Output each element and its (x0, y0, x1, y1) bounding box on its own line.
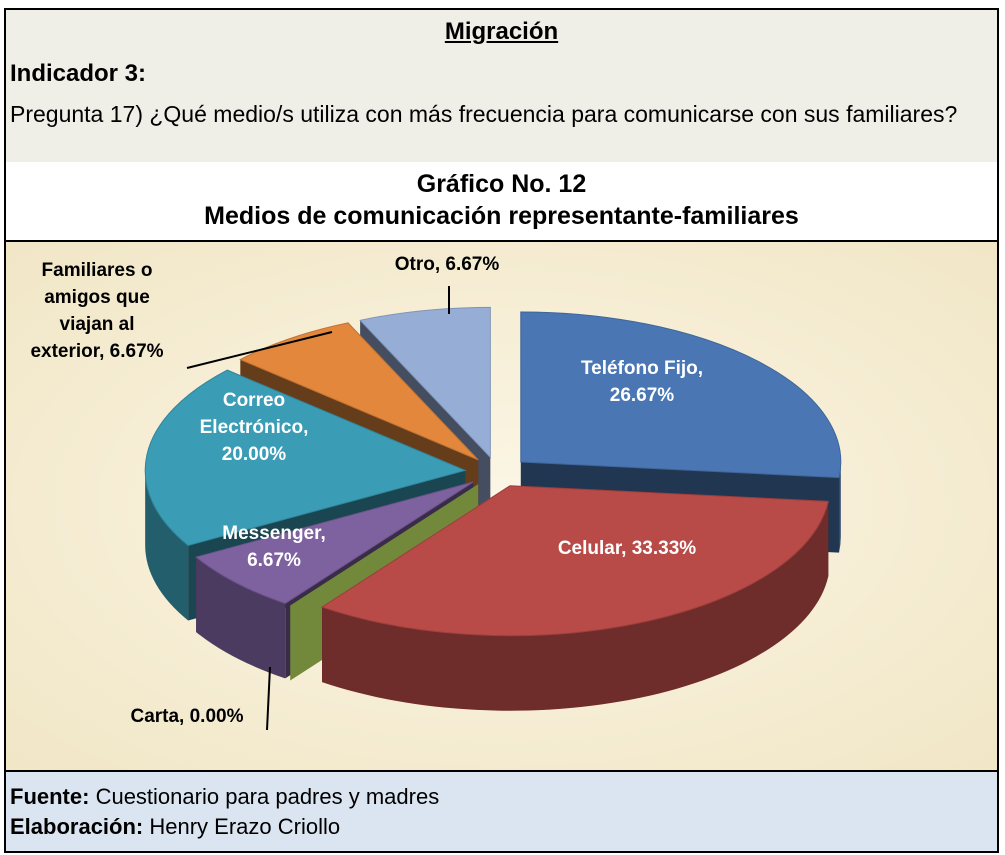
data-label: Celular, 33.33% (558, 538, 696, 559)
data-label-line: Teléfono Fijo, (581, 358, 703, 379)
data-label-line: Carta, 0.00% (130, 706, 243, 727)
data-label: Messenger, 6.67% (222, 523, 326, 571)
data-label-line: exterior, 6.67% (30, 341, 163, 362)
data-label-line: 26.67% (610, 385, 675, 406)
pie (144, 306, 842, 711)
slice-side (839, 461, 841, 553)
source-line: Fuente: Cuestionario para padres y madre… (10, 782, 993, 812)
leader-line (186, 331, 333, 369)
slice (239, 322, 479, 461)
chart-heading: Gráfico No. 12 Medios de comunicación re… (6, 162, 997, 242)
data-label-line: 20.00% (222, 444, 287, 465)
header: Migración Indicador 3: Pregunta 17) ¿Qué… (6, 10, 997, 164)
question: Pregunta 17) ¿Qué medio/s utiliza con má… (10, 101, 958, 127)
source: Cuestionario para padres y madres (95, 784, 440, 809)
slice (520, 311, 842, 479)
data-label: Correo Electrónico, 20.00% (200, 390, 309, 465)
source-label: Fuente: (10, 784, 90, 809)
slice-side (196, 557, 286, 679)
slice (359, 306, 491, 459)
data-label-line: Electrónico, (200, 417, 309, 438)
data-label: Familiares o amigos que viajan al exterior,… (30, 260, 163, 362)
slice (320, 485, 829, 637)
header-title: Migración (444, 18, 559, 45)
data-label: Teléfono Fijo, 26.67% (581, 358, 703, 406)
chart-subtitle: Medios de comunicación representante-fam… (204, 202, 799, 230)
data-label-line: viajan al (60, 314, 135, 335)
data-label-line: Celular, 33.33% (558, 538, 696, 559)
leader-line (266, 666, 271, 731)
data-label: Carta, 0.00% (130, 706, 243, 727)
data-label-line: Otro, 6.67% (395, 254, 500, 275)
data-label-line: 6.67% (247, 550, 301, 571)
data-label-line: Messenger, (222, 523, 326, 544)
footer: Fuente: Cuestionario para padres y madre… (6, 770, 997, 851)
data-label: Otro, 6.67% (395, 254, 500, 275)
labels: Teléfono Fijo, 26.67% Celular, 33.33% Carta… (30, 254, 703, 731)
author-line: Elaboración: Henry Erazo Criollo (10, 812, 993, 842)
slice (144, 369, 467, 547)
slice-side (145, 470, 189, 621)
data-label-line: Correo (223, 390, 285, 411)
author: Henry Erazo Criollo (149, 814, 341, 839)
slice (195, 481, 474, 604)
chart: Teléfono Fijo, 26.67% Celular, 33.33% Carta… (6, 242, 997, 770)
data-label-line: amigos que (44, 287, 150, 308)
chart-title: Gráfico No. 12 (416, 170, 587, 198)
data-label-line: Familiares o (42, 260, 153, 281)
author-label: Elaboración: (10, 814, 144, 839)
indicator: Indicador 3: (10, 60, 147, 87)
slice-side (322, 501, 829, 711)
document-frame: Migración Indicador 3: Pregunta 17) ¿Qué… (4, 8, 999, 853)
